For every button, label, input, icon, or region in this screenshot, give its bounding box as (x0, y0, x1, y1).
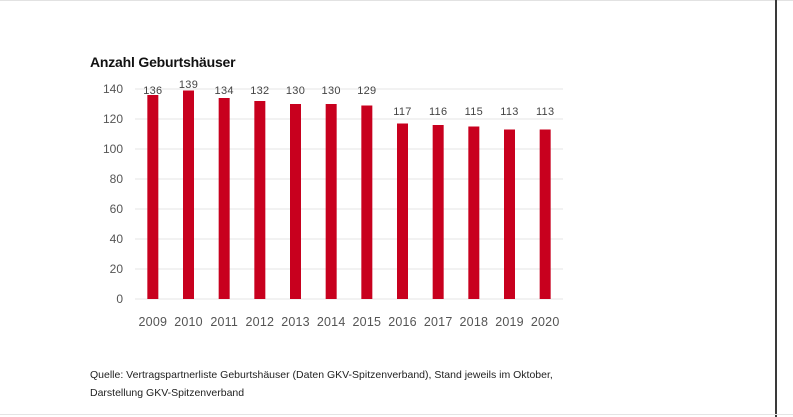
source-line-1: Quelle: Vertragspartnerliste Geburtshäus… (90, 369, 553, 381)
frame-top-border (0, 0, 793, 1)
bar (504, 129, 515, 299)
data-label: 129 (357, 85, 376, 97)
y-tick-label: 40 (110, 232, 124, 246)
source-line-2: Darstellung GKV-Spitzenverband (90, 387, 245, 399)
bar (539, 129, 551, 299)
bar (147, 95, 159, 299)
data-label: 139 (179, 79, 198, 91)
bars (147, 90, 551, 299)
data-label: 117 (393, 106, 411, 118)
bar (397, 123, 408, 299)
y-tick-label: 0 (116, 292, 123, 306)
data-label: 134 (215, 85, 234, 97)
bar (468, 126, 480, 299)
y-tick-label: 120 (103, 112, 123, 126)
y-tick-label: 80 (110, 172, 124, 186)
x-tick-label: 2009 (139, 315, 168, 329)
data-label: 132 (250, 85, 269, 97)
x-tick-label: 2020 (531, 315, 560, 329)
bar (183, 90, 194, 299)
x-tick-label: 2016 (388, 315, 417, 329)
y-axis-ticks: 0 20 40 60 80 100 120 140 (103, 82, 123, 306)
x-tick-label: 2010 (174, 315, 203, 329)
bar (218, 98, 230, 299)
gridlines (135, 88, 563, 300)
x-tick-label: 2015 (353, 315, 382, 329)
y-tick-label: 20 (110, 262, 124, 276)
x-tick-label: 2013 (281, 315, 310, 329)
frame-right-border (775, 0, 777, 417)
data-label: 136 (143, 85, 162, 97)
x-tick-label: 2017 (424, 315, 453, 329)
bar (254, 101, 266, 299)
x-tick-label: 2014 (317, 315, 346, 329)
data-label: 113 (536, 106, 554, 118)
bar (290, 104, 301, 299)
data-label: 116 (429, 106, 447, 118)
x-tick-label: 2011 (210, 315, 238, 329)
data-label: 113 (500, 106, 518, 118)
bar (432, 125, 444, 299)
chart-title: Anzahl Geburtshäuser (90, 54, 236, 70)
x-tick-label: 2019 (495, 315, 524, 329)
bar (325, 104, 337, 299)
data-label: 115 (465, 106, 483, 118)
data-labels: 136 139 134 132 130 130 129 117 116 115 113 113 (143, 79, 554, 118)
y-tick-label: 140 (103, 82, 123, 96)
data-label: 130 (286, 85, 305, 97)
y-tick-label: 100 (103, 142, 123, 156)
frame-bottom-border (0, 414, 793, 415)
source-note: Quelle: Vertragspartnerliste Geburtshäus… (90, 366, 690, 402)
y-tick-label: 60 (110, 202, 124, 216)
data-label: 130 (322, 85, 341, 97)
x-axis-categories: 2009 2010 2011 2012 2013 2014 2015 2016 2017 2018… (139, 315, 560, 329)
x-tick-label: 2018 (460, 315, 489, 329)
x-tick-label: 2012 (246, 315, 275, 329)
bar (361, 105, 373, 299)
